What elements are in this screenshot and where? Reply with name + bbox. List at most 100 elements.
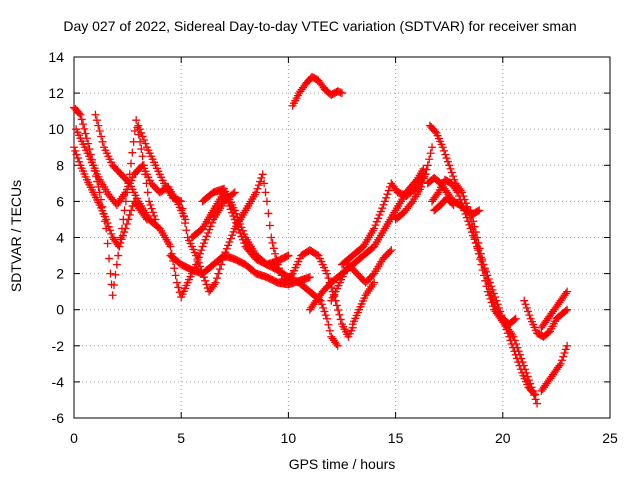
data-point-marker: [77, 115, 86, 124]
data-point-marker: [374, 214, 383, 223]
data-point-marker: [469, 217, 478, 226]
data-point-marker: [433, 190, 442, 199]
data-point-marker: [471, 228, 480, 237]
data-point-marker: [79, 120, 88, 129]
data-point-marker: [372, 217, 381, 226]
data-point-marker: [466, 206, 475, 215]
data-point-marker: [376, 207, 385, 216]
data-point-marker: [81, 129, 90, 138]
data-point-marker: [264, 209, 273, 218]
data-point-marker: [240, 230, 249, 239]
data-point-marker: [520, 296, 529, 305]
data-point-marker: [104, 222, 113, 231]
data-point-marker: [198, 242, 207, 251]
data-point-marker: [283, 252, 292, 261]
series-trace-3: [72, 125, 190, 224]
data-point-marker: [478, 255, 487, 264]
data-point-marker: [215, 265, 224, 274]
data-point-marker: [512, 354, 521, 363]
data-point-marker: [442, 154, 451, 163]
data-point-marker: [214, 269, 223, 278]
data-point-marker: [474, 238, 483, 247]
data-point-marker: [441, 150, 450, 159]
y-tick-label: 14: [48, 49, 64, 65]
data-point-marker: [211, 278, 220, 287]
data-point-marker: [507, 339, 516, 348]
data-point-marker: [182, 226, 191, 235]
y-tick-label: -2: [52, 338, 65, 354]
data-point-marker: [94, 121, 103, 130]
data-point-marker: [201, 235, 210, 244]
data-point-marker: [201, 276, 210, 285]
data-point-marker: [448, 199, 457, 208]
data-point-marker: [80, 124, 89, 133]
data-point-marker: [522, 303, 531, 312]
data-point-marker: [382, 193, 391, 202]
data-point-marker: [108, 291, 117, 300]
data-point-marker: [533, 399, 542, 408]
y-tick-label: 10: [48, 121, 64, 137]
data-point-marker: [447, 168, 456, 177]
data-point-marker: [419, 174, 428, 183]
data-point-marker: [260, 179, 269, 188]
data-point-marker: [225, 238, 234, 247]
data-point-marker: [95, 127, 104, 136]
data-point-marker: [385, 247, 394, 256]
data-point-marker: [111, 270, 120, 279]
data-point-marker: [212, 274, 221, 283]
data-point-marker: [106, 226, 115, 235]
data-point-marker: [257, 173, 266, 182]
data-point-marker: [563, 341, 572, 350]
data-point-marker: [202, 280, 211, 289]
data-point-marker: [284, 251, 293, 260]
data-point-marker: [485, 287, 494, 296]
data-point-marker: [136, 137, 145, 146]
data-point-marker: [254, 181, 263, 190]
data-point-marker: [524, 307, 533, 316]
data-point-marker: [530, 390, 539, 399]
data-point-marker: [324, 274, 333, 283]
data-point-marker: [135, 125, 144, 134]
data-point-marker: [563, 305, 572, 314]
data-point-marker: [556, 359, 565, 368]
data-point-marker: [177, 197, 186, 206]
data-point-marker: [206, 222, 215, 231]
data-point-marker: [452, 186, 461, 195]
series-trace-21: [537, 287, 572, 332]
x-tick-label: 0: [70, 430, 78, 446]
data-point-marker: [320, 307, 329, 316]
data-point-marker: [529, 389, 538, 398]
data-point-marker: [137, 128, 146, 137]
data-point-marker: [431, 127, 440, 136]
data-point-marker: [117, 235, 126, 244]
data-point-marker: [166, 242, 175, 251]
data-point-marker: [375, 210, 384, 219]
data-point-marker: [71, 146, 80, 155]
data-point-marker: [120, 228, 129, 237]
data-point-marker: [238, 226, 247, 235]
x-axis: 0 5 10 15 20 25: [70, 57, 618, 446]
series-trace-20: [537, 341, 572, 395]
data-point-marker: [229, 189, 238, 198]
data-point-marker: [179, 211, 188, 220]
data-point-marker: [319, 303, 328, 312]
data-point-marker: [449, 201, 458, 210]
data-point-marker: [384, 186, 393, 195]
data-point-marker: [197, 246, 206, 255]
y-tick-label: -4: [52, 374, 65, 390]
data-point-marker: [205, 225, 214, 234]
data-point-marker: [525, 311, 534, 320]
data-point-marker: [506, 336, 515, 345]
data-point-marker: [555, 361, 564, 370]
data-point-marker: [118, 231, 127, 240]
data-point-marker: [407, 199, 416, 208]
data-point-marker: [138, 152, 147, 161]
data-point-marker: [531, 395, 540, 404]
data-point-marker: [140, 136, 149, 145]
data-point-marker: [561, 345, 570, 354]
data-point-marker: [116, 238, 125, 247]
data-point-marker: [229, 227, 238, 236]
data-point-marker: [438, 143, 447, 152]
data-point-marker: [210, 280, 219, 289]
data-point-marker: [561, 306, 570, 315]
